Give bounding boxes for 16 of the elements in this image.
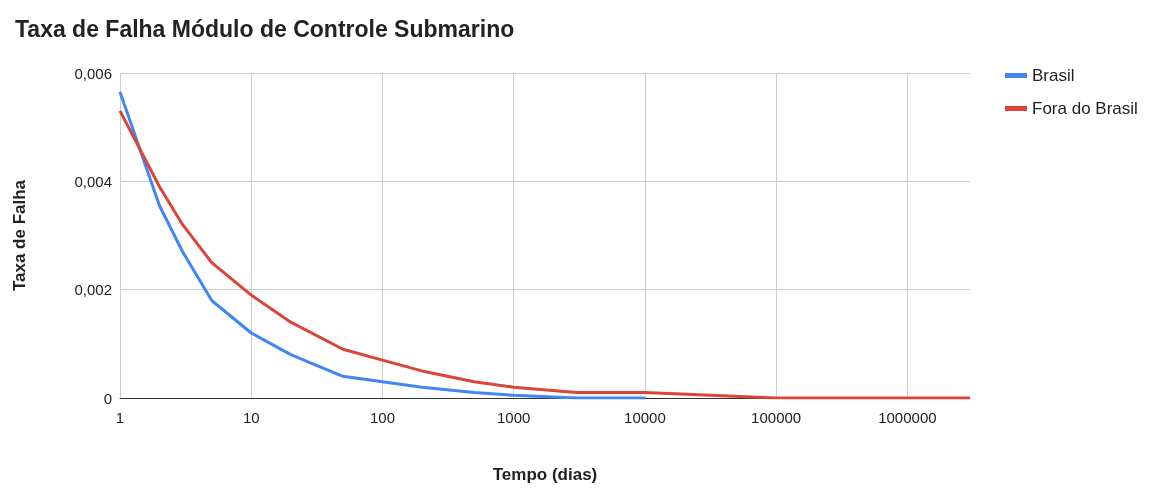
x-tick-label: 1	[115, 409, 125, 426]
x-tick-label: 10	[242, 409, 260, 426]
y-tick-label: 0,002	[74, 281, 112, 299]
x-tick-label: 10000	[624, 409, 666, 426]
x-axis-title: Tempo (dias)	[492, 465, 598, 484]
x-tick-label: 1000	[497, 409, 531, 426]
chart-title: Taxa de Falha Módulo de Controle Submarino	[15, 15, 515, 42]
legend-label: Fora do Brasil	[1032, 99, 1138, 118]
y-tick-label: 0	[103, 389, 112, 407]
y-axis-title: Taxa de Falha	[10, 179, 29, 292]
y-tick-label: 0,004	[74, 172, 112, 190]
y-tick-label: 0,006	[74, 64, 112, 82]
legend-label: Brasil	[1032, 66, 1075, 85]
x-tick-label: 100000	[751, 409, 802, 426]
x-tick-label: 1000000	[878, 409, 937, 426]
x-tick-label: 100	[369, 409, 395, 426]
